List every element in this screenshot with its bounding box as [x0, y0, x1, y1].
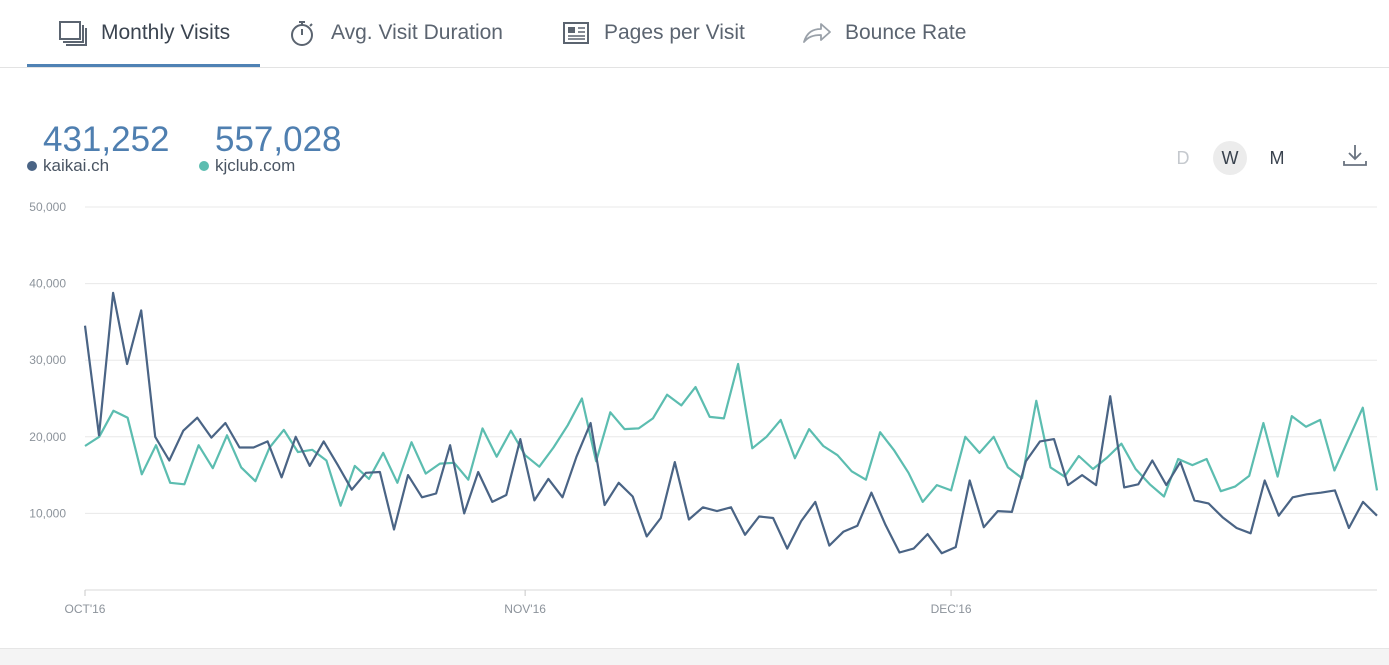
- page-footer-strip: [0, 648, 1389, 665]
- series-line-kjclub-com[interactable]: [84, 362, 1379, 507]
- stopwatch-icon: [291, 21, 313, 46]
- legend-dot: [199, 161, 209, 171]
- y-tick-label: 40,000: [29, 277, 66, 291]
- tab-bounce-rate[interactable]: Bounce Rate: [801, 0, 966, 66]
- download-icon[interactable]: [1340, 142, 1370, 170]
- series-line-kaikai-ch[interactable]: [83, 291, 1378, 555]
- granularity-monthly-button[interactable]: M: [1269, 147, 1285, 168]
- granularity-daily-button[interactable]: D: [1176, 147, 1190, 168]
- tab-monthly-visits[interactable]: Monthly Visits: [57, 0, 230, 66]
- x-tick-label: DEC'16: [931, 602, 972, 616]
- legend-item-kjclub[interactable]: kjclub.com: [199, 156, 342, 176]
- x-tick-label: OCT'16: [65, 602, 106, 616]
- tab-label: Pages per Visit: [604, 21, 745, 44]
- y-tick-label: 50,000: [29, 200, 66, 214]
- legend-item-kaikai[interactable]: kaikai.ch: [27, 156, 170, 176]
- tab-label: Monthly Visits: [101, 21, 231, 44]
- y-tick-label: 20,000: [29, 430, 66, 444]
- newspaper-icon: [563, 22, 589, 44]
- tab-avg-visit-duration[interactable]: Avg. Visit Duration: [287, 0, 503, 66]
- metric-kaikai: 431,252 kaikai.ch: [27, 120, 170, 176]
- y-tick-label: 10,000: [29, 506, 66, 520]
- active-tab-indicator: [27, 64, 260, 67]
- visits-line-chart: 10,000 20,000 30,000 40,000 50,000 OCT'16 NOV'…: [29, 200, 1379, 616]
- tab-pages-per-visit[interactable]: Pages per Visit: [560, 0, 745, 66]
- tab-label: Avg. Visit Duration: [331, 21, 503, 44]
- metric-value: 557,028: [215, 120, 342, 159]
- metric-kjclub: 557,028 kjclub.com: [199, 120, 342, 176]
- legend-label: kjclub.com: [215, 156, 296, 175]
- x-tick-label: NOV'16: [504, 602, 546, 616]
- legend-dot: [27, 161, 37, 171]
- metric-value: 431,252: [43, 120, 170, 159]
- y-tick-label: 30,000: [29, 353, 66, 367]
- metric-tabs: Monthly Visits Avg. Visit Duration Pages…: [0, 0, 1389, 68]
- granularity-weekly-button[interactable]: W: [1213, 141, 1247, 175]
- stacked-pages-icon: [59, 21, 87, 46]
- share-arrow-icon: [803, 23, 831, 43]
- legend-label: kaikai.ch: [43, 156, 110, 175]
- tab-label: Bounce Rate: [845, 21, 967, 44]
- site-metrics-card: Monthly Visits Avg. Visit Duration Pages…: [0, 0, 1389, 648]
